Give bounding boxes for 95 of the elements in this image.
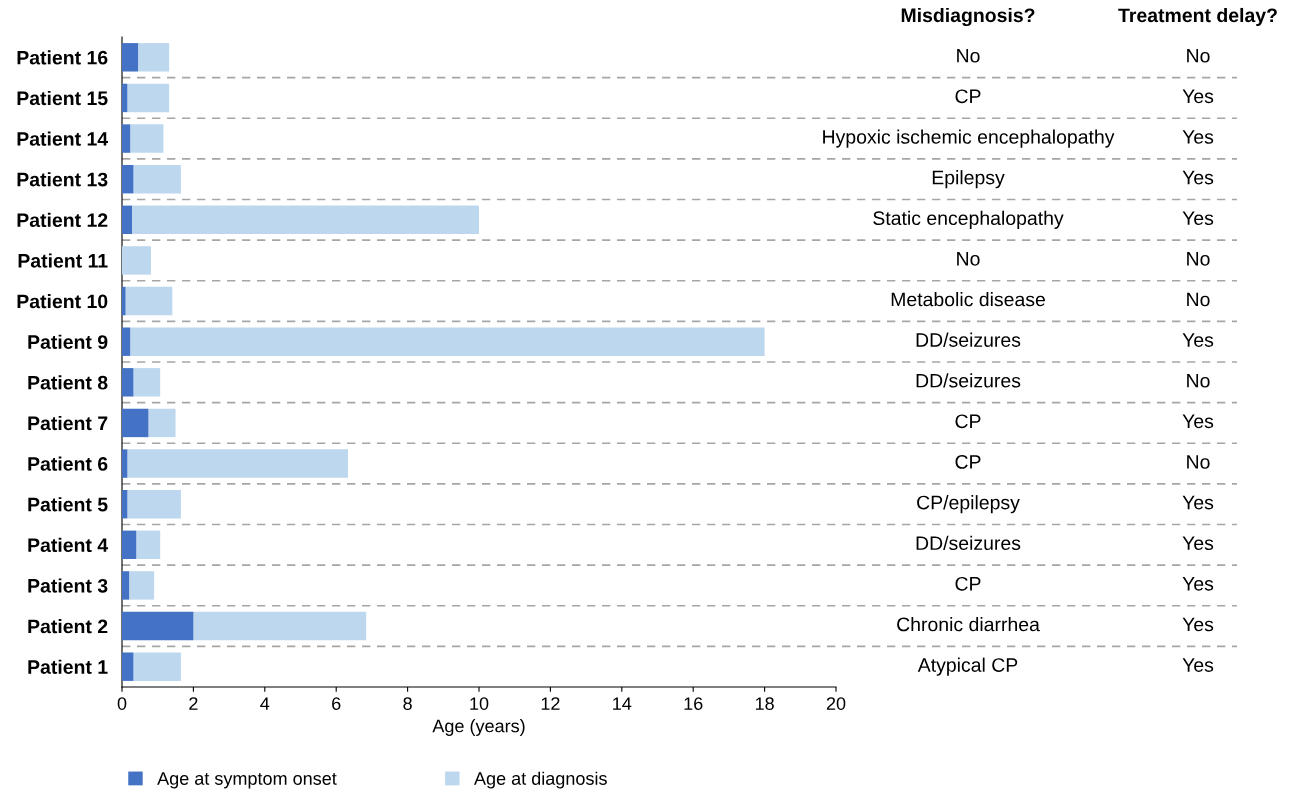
text: No: [1187, 455, 1210, 469]
text: DD/seizures: [916, 332, 1021, 347]
text: No: [957, 252, 980, 266]
bar: [122, 571, 130, 600]
text: Static encephalopathy: [873, 210, 1064, 229]
bar: [122, 368, 134, 397]
text: DD/seizures: [916, 373, 1021, 388]
bar: [122, 164, 134, 194]
text: Yes: [1182, 89, 1214, 104]
text: CP/epilepsy: [917, 495, 1020, 514]
y-tick-label: Patient 14: [17, 131, 109, 146]
y-tick-label: Patient 16: [17, 50, 108, 65]
bar: [122, 83, 128, 113]
y-tick-label: Patient 5: [28, 497, 108, 512]
text: DD/seizures: [916, 535, 1021, 551]
bar: [127, 449, 348, 478]
bar: [125, 286, 173, 316]
bar: [193, 611, 367, 641]
text: Yes: [1182, 536, 1214, 551]
y-tick-label: Patient 15: [17, 90, 108, 106]
bar: [130, 124, 164, 153]
text: Chronic diarrhea: [897, 617, 1040, 632]
text: Misdiagnosis?: [901, 7, 1035, 27]
bar: [127, 489, 181, 519]
text: Atypical CP: [917, 657, 1018, 676]
y-tick-label: Patient 6: [28, 456, 108, 471]
text: No: [1187, 292, 1210, 307]
y-tick-label: Patient 8: [28, 375, 108, 390]
bar: [122, 124, 131, 153]
x-tick-label: 16: [684, 697, 703, 710]
y-tick-label: Patient 1: [28, 659, 108, 674]
bar: [122, 286, 126, 316]
text: Yes: [1182, 658, 1214, 672]
text: Yes: [1182, 617, 1214, 632]
x-axis-title: Age (years): [432, 719, 525, 736]
text: No: [957, 48, 980, 63]
text: Yes: [1182, 333, 1214, 347]
x-tick-label: 6: [332, 697, 341, 710]
y-tick-label: Patient 11: [18, 253, 108, 268]
bar: [122, 449, 128, 478]
x-tick-label: 10: [470, 697, 489, 710]
annotation: Hypoxic ischemic encephalopathy: [823, 129, 1115, 148]
x-tick-label: 4: [260, 697, 270, 710]
bar: [122, 652, 134, 681]
bar: [122, 246, 151, 275]
y-tick-label: Patient 13: [17, 172, 108, 187]
bar: [136, 530, 161, 560]
y-tick-label: Patient 2: [28, 619, 108, 634]
text: No: [1187, 373, 1210, 388]
x-tick-label: 8: [403, 697, 412, 710]
text: Epilepsy: [932, 170, 1005, 189]
bar: [130, 327, 765, 356]
x-tick-label: 14: [613, 697, 632, 710]
text: Yes: [1182, 211, 1214, 226]
text: CP: [955, 576, 981, 591]
y-tick-label: Patient 7: [28, 415, 108, 431]
x-tick-label: 0: [117, 697, 127, 710]
text: Yes: [1182, 577, 1214, 591]
bar: [148, 408, 176, 438]
legend-label: Age at symptom onset: [157, 772, 337, 789]
text: Yes: [1182, 414, 1214, 429]
bar: [129, 571, 155, 600]
text: No: [1187, 252, 1210, 266]
text: Metabolic disease: [891, 292, 1045, 307]
text: Yes: [1182, 495, 1214, 510]
bar: [132, 205, 479, 235]
text: No: [1187, 48, 1210, 63]
text: Yes: [1182, 170, 1214, 185]
bar: [122, 205, 132, 235]
bar: [127, 83, 170, 113]
y-tick-label: Patient 4: [28, 537, 109, 553]
bar: [122, 489, 128, 519]
y-tick-label: Patient 9: [28, 334, 108, 349]
text: CP: [955, 89, 981, 104]
bar: [122, 408, 149, 438]
text: Treatment delay?: [1118, 7, 1277, 27]
bar: [122, 530, 137, 560]
bar: [133, 368, 161, 397]
text: CP: [955, 455, 981, 469]
x-tick-label: 2: [189, 697, 198, 710]
y-tick-label: Patient 3: [28, 578, 108, 593]
text: Yes: [1182, 130, 1214, 144]
bar: [122, 327, 131, 356]
bar: [138, 43, 170, 72]
x-tick-label: 18: [755, 697, 774, 710]
bar: [122, 611, 194, 641]
x-tick-label: 12: [541, 697, 560, 710]
x-tick-label: 20: [826, 697, 846, 710]
y-tick-label: Patient 10: [17, 294, 108, 309]
bar: [133, 164, 181, 194]
y-tick-label: Patient 12: [17, 212, 108, 228]
text: CP: [955, 414, 981, 429]
bar: [133, 652, 181, 681]
legend-label: Age at diagnosis: [474, 771, 607, 789]
bar: [122, 43, 139, 72]
